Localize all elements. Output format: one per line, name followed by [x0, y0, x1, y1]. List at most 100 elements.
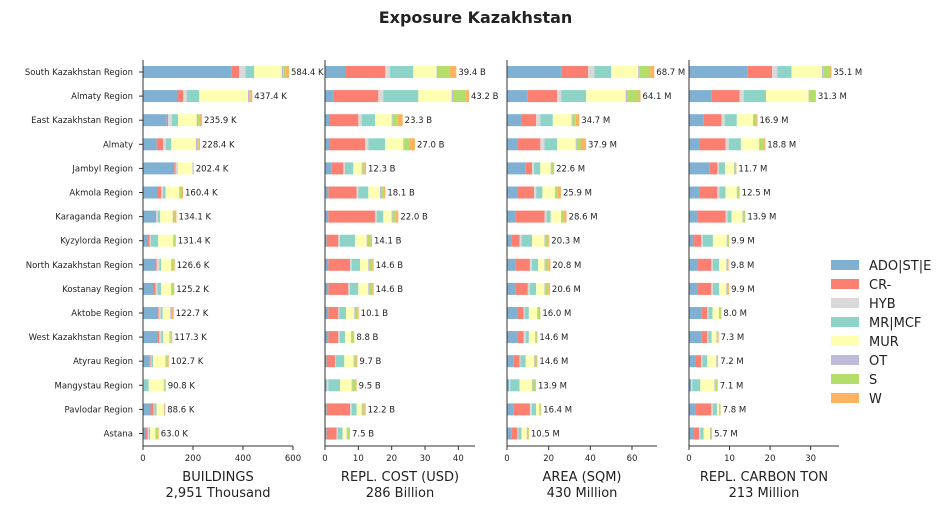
bar-segment: [174, 210, 177, 223]
bar-segment: [143, 403, 151, 416]
bar-segment: [164, 379, 165, 392]
bar-segment: [149, 234, 151, 247]
bar-segment: [281, 66, 284, 78]
bar-segment: [143, 186, 158, 199]
bar-segment: [165, 186, 180, 199]
bar-segment: [507, 331, 518, 344]
bar-segment: [159, 258, 162, 271]
x-axis-subtitle: 213 Million: [729, 486, 800, 501]
bar-segment: [689, 138, 700, 151]
bar-segment: [167, 355, 169, 368]
bar-segment: [348, 282, 350, 295]
bar-segment: [339, 307, 346, 319]
total-label: 37.9 M: [588, 140, 617, 150]
total-label: 228.4 K: [202, 140, 235, 150]
bar-segment: [725, 138, 729, 151]
bar-segment: [507, 427, 512, 440]
bar-segment: [361, 114, 375, 127]
bar-segment: [639, 66, 651, 78]
bar-segment: [333, 90, 379, 103]
bar-segment: [143, 90, 178, 103]
bar-segment: [328, 282, 349, 295]
bar-segment: [525, 331, 529, 344]
bar-segment: [588, 66, 595, 78]
total-label: 437.4 K: [254, 92, 287, 102]
bar-segment: [721, 114, 725, 127]
bar-segment: [250, 90, 253, 103]
bar-segment: [381, 186, 384, 199]
bar-segment: [326, 355, 335, 368]
bar-segment: [689, 162, 710, 175]
bar-segment: [708, 307, 713, 319]
bar-segment: [689, 379, 692, 392]
total-label: 7.1 M: [720, 381, 744, 391]
bar-segment: [701, 234, 703, 247]
x-tick-label: 20: [386, 454, 397, 464]
bar-segment: [507, 114, 522, 127]
total-label: 25.9 M: [563, 189, 592, 199]
bar-segment: [727, 210, 732, 223]
bar-segment: [557, 138, 576, 151]
bar-segment: [510, 379, 520, 392]
legend-label: MR|MCF: [869, 316, 921, 331]
bar-segment: [390, 66, 414, 78]
bar-segment: [717, 331, 719, 344]
bar-segment: [716, 355, 718, 368]
bar-segment: [158, 186, 161, 199]
bar-segment: [285, 66, 289, 78]
bar-segment: [507, 355, 514, 368]
bar-segment: [249, 90, 251, 103]
category-label: North Kazakhstan Region: [26, 261, 133, 271]
bar-segment: [345, 66, 385, 78]
total-label: 31.3 M: [818, 92, 847, 102]
bar-segment: [726, 282, 727, 295]
total-label: 20.8 M: [552, 261, 581, 271]
bar-segment: [154, 403, 157, 416]
bar-segment: [507, 282, 516, 295]
category-label: Jambyl Region: [71, 164, 133, 174]
bar-segment: [532, 234, 545, 247]
bar-segment: [507, 66, 562, 78]
bar-segment: [689, 331, 702, 344]
bar-segment: [537, 307, 540, 319]
bar-segment: [346, 307, 355, 319]
bar-segment: [519, 234, 522, 247]
bar-segment: [347, 427, 350, 440]
x-tick-label: 30: [805, 454, 816, 464]
bar-segment: [638, 66, 640, 78]
category-label: Karaganda Region: [55, 213, 133, 223]
total-label: 8.8 B: [356, 333, 378, 343]
bar-segment: [728, 138, 741, 151]
bar-segment: [712, 403, 717, 416]
bar-segment: [518, 427, 522, 440]
x-tick-label: 10: [724, 454, 735, 464]
bar-segment: [572, 114, 576, 127]
bar-segment: [325, 90, 334, 103]
bar-segment: [735, 162, 737, 175]
total-label: 10.1 B: [361, 309, 389, 319]
bar-segment: [536, 355, 538, 368]
bar-segment: [727, 234, 729, 247]
total-label: 88.6 K: [167, 405, 195, 415]
bar-segment: [689, 403, 696, 416]
total-label: 20.6 M: [552, 285, 581, 295]
bar-segment: [564, 210, 567, 223]
bar-segment: [523, 331, 526, 344]
bar-segment: [358, 282, 369, 295]
total-label: 12.5 M: [742, 189, 771, 199]
bar-segment: [719, 282, 727, 295]
bar-segment: [166, 138, 171, 151]
bar-segment: [392, 114, 398, 127]
bar-segment: [171, 307, 172, 319]
bar-segment: [739, 90, 744, 103]
bar-segment: [239, 66, 246, 78]
bar-segment: [364, 162, 366, 175]
bar-segment: [161, 282, 172, 295]
bar-segment: [171, 331, 173, 344]
bar-segment: [701, 355, 703, 368]
bar-segment: [507, 403, 514, 416]
bar-segment: [326, 427, 337, 440]
bar-segment: [542, 186, 555, 199]
bar-segment: [544, 282, 546, 295]
bar-segment: [385, 138, 404, 151]
